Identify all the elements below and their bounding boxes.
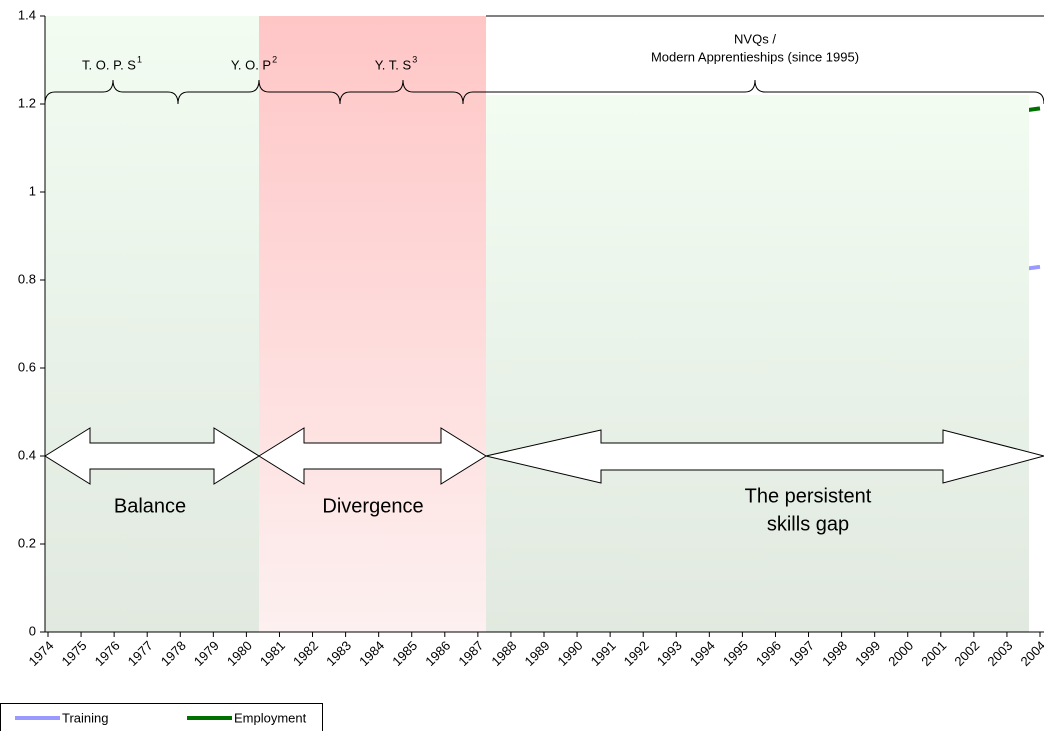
scheme-label: T. O. P. S bbox=[82, 57, 136, 72]
x-tick-label: 1999 bbox=[852, 638, 883, 669]
y-tick-label: 0.2 bbox=[18, 535, 36, 550]
x-tick-label: 1978 bbox=[158, 638, 189, 669]
braces bbox=[44, 79, 1044, 105]
y-tick-label: 0.8 bbox=[18, 271, 36, 286]
x-tick-label: 1990 bbox=[555, 638, 586, 669]
x-tick-label: 1983 bbox=[323, 638, 354, 669]
legend-label: Employment bbox=[234, 710, 307, 725]
y-tick-label: 0.4 bbox=[18, 447, 36, 462]
phase-label: Divergence bbox=[322, 495, 423, 517]
x-tick-label: 1980 bbox=[224, 638, 255, 669]
phase-label: The persistent bbox=[745, 485, 872, 507]
scheme-note: 1 bbox=[137, 54, 142, 64]
phase-label: Balance bbox=[114, 495, 186, 517]
x-tick-label: 1982 bbox=[290, 638, 321, 669]
y-tick-label: 1.2 bbox=[18, 95, 36, 110]
x-tick-label: 1995 bbox=[720, 638, 751, 669]
brace bbox=[44, 79, 179, 105]
x-tick-label: 1992 bbox=[621, 638, 652, 669]
scheme-note: 2 bbox=[272, 54, 277, 64]
annotations: T. O. P. S 1 Y. O. P 2 Y. T. S 3 NVQs / Modern … bbox=[82, 31, 872, 535]
brace bbox=[339, 79, 464, 105]
phase-label: skills gap bbox=[767, 513, 849, 535]
divergence-band bbox=[259, 16, 486, 632]
x-tick-label: 1975 bbox=[59, 638, 90, 669]
x-tick-label: 1981 bbox=[257, 638, 288, 669]
y-tick-label: 0 bbox=[29, 623, 36, 638]
x-tick-label: 2001 bbox=[918, 638, 949, 669]
scheme-label: Y. O. P bbox=[231, 57, 271, 72]
x-tick-label: 1988 bbox=[488, 638, 519, 669]
x-tick-label: 1998 bbox=[819, 638, 850, 669]
legend-label: Training bbox=[62, 710, 108, 725]
x-tick-label: 1989 bbox=[521, 638, 552, 669]
brace bbox=[177, 79, 341, 105]
x-tick-label: 1976 bbox=[92, 638, 123, 669]
x-tick-label: 1994 bbox=[687, 638, 718, 669]
x-tick-label: 1974 bbox=[25, 638, 56, 669]
x-tick-label: 1977 bbox=[125, 638, 156, 669]
x-tick-label: 1993 bbox=[654, 638, 685, 669]
x-tick-label: 2003 bbox=[984, 638, 1015, 669]
x-tick-label: 1997 bbox=[786, 638, 817, 669]
x-tick-label: 2000 bbox=[885, 638, 916, 669]
arrow bbox=[485, 429, 1044, 484]
scheme-note: 3 bbox=[412, 54, 417, 64]
scheme-label: Y. T. S bbox=[375, 57, 412, 72]
x-tick-label: 1987 bbox=[455, 638, 486, 669]
x-tick-label: 1984 bbox=[356, 638, 387, 669]
x-tick-label: 1986 bbox=[422, 638, 453, 669]
x-tick-label: 1996 bbox=[753, 638, 784, 669]
x-tick-label: 1985 bbox=[389, 638, 420, 669]
scheme-label: NVQs / bbox=[734, 31, 776, 46]
x-tick-label: 2004 bbox=[1017, 638, 1044, 669]
y-tick-label: 0.6 bbox=[18, 359, 36, 374]
balance-band bbox=[45, 16, 259, 632]
x-tick-label: 1991 bbox=[588, 638, 619, 669]
y-tick-label: 1 bbox=[29, 183, 36, 198]
phase-arrows bbox=[44, 427, 1044, 485]
x-tick-label: 1979 bbox=[191, 638, 222, 669]
gap-band bbox=[486, 95, 1029, 632]
y-tick-label: 1.4 bbox=[18, 7, 36, 22]
brace bbox=[462, 79, 1044, 105]
scheme-label: Modern Apprentieships (since 1995) bbox=[651, 49, 859, 64]
x-tick-label: 2002 bbox=[951, 638, 982, 669]
